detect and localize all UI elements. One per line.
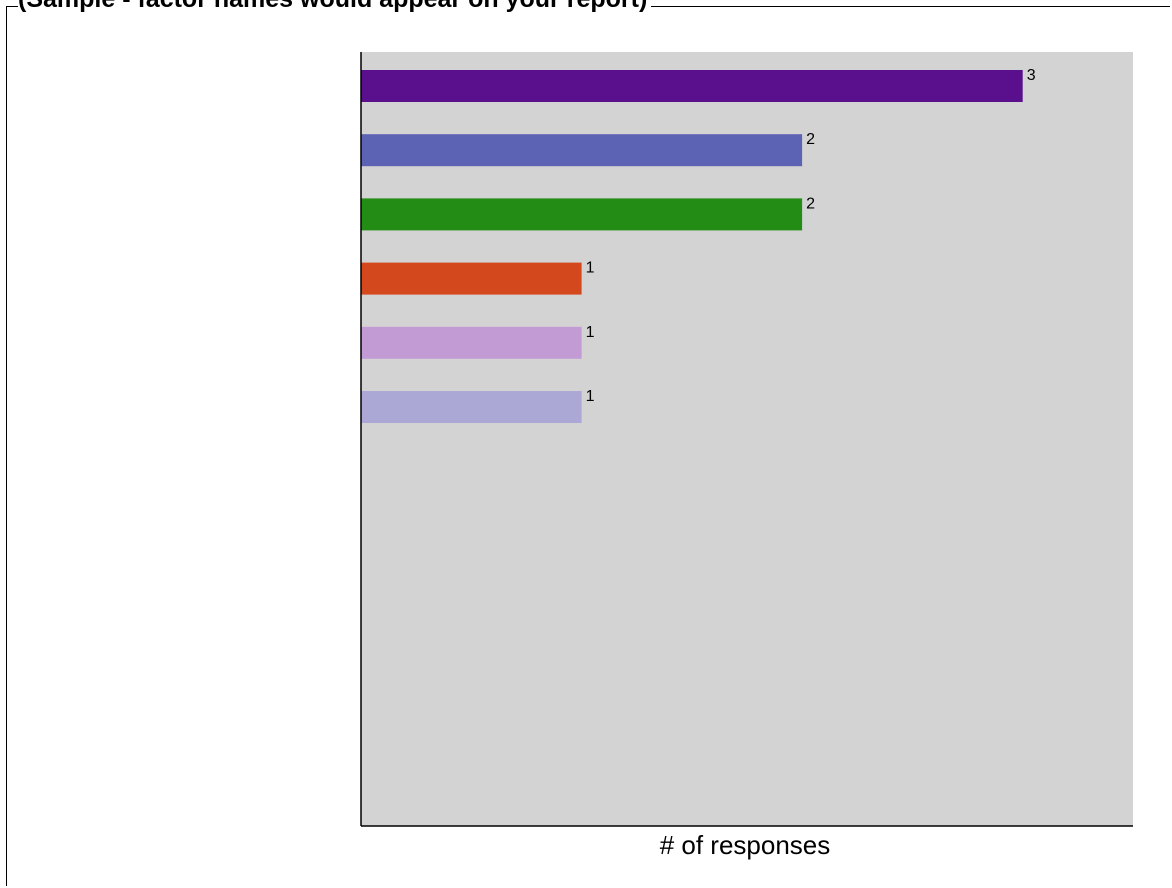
bar-2-value-label: 2 <box>806 131 815 148</box>
chart-title: (Sample - factor names would appear on y… <box>18 0 652 14</box>
bar-4-value-label: 1 <box>586 260 595 277</box>
plot-area <box>361 52 1133 826</box>
bar-2 <box>361 134 803 167</box>
bars-group: 3 2 2 1 1 1 <box>361 67 1036 423</box>
bar-6 <box>361 391 582 423</box>
bar-4 <box>361 262 582 295</box>
x-axis-title: # of responses <box>660 830 831 860</box>
bar-5-value-label: 1 <box>586 324 595 341</box>
bar-6-value-label: 1 <box>586 388 595 405</box>
bar-5 <box>361 326 582 359</box>
bar-3-value-label: 2 <box>806 195 815 212</box>
bar-1 <box>361 70 1023 102</box>
bar-3 <box>361 198 803 231</box>
bar-1-value-label: 3 <box>1027 67 1036 84</box>
